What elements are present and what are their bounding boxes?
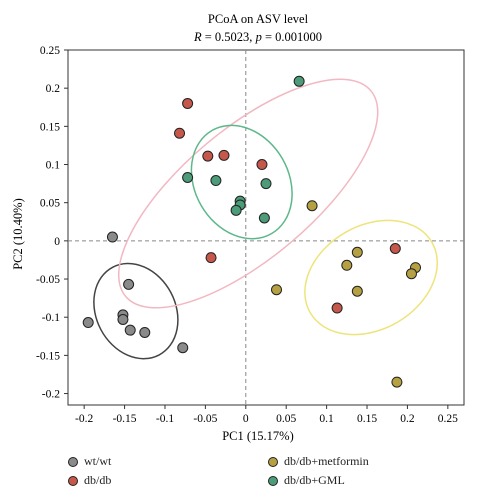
data-point — [405, 268, 417, 280]
legend-swatch-dbdb — [68, 475, 78, 486]
data-point — [391, 376, 403, 388]
legend-swatch-gml — [268, 475, 278, 486]
subtitle-p-text: = 0.001000 — [262, 30, 322, 44]
data-point — [210, 175, 222, 187]
data-point — [123, 278, 135, 290]
x-tick-label: -0.1 — [156, 413, 174, 425]
x-tick-label: 0.15 — [357, 413, 377, 425]
legend-label-wt: wt/wt — [84, 454, 112, 468]
legend-swatch-metformin — [268, 456, 278, 467]
data-point — [351, 246, 363, 258]
x-tick-label: 0.2 — [400, 413, 415, 425]
subtitle-r-text: = 0.5023, — [202, 30, 256, 44]
data-point — [218, 149, 230, 161]
legend-item-wt: wt/wt — [68, 452, 111, 471]
chart-title: PCoA on ASV level — [208, 12, 309, 26]
data-point — [139, 326, 151, 338]
data-point — [331, 302, 343, 314]
x-tick-label: 0.1 — [319, 413, 334, 425]
confidence-ellipse — [93, 262, 179, 360]
subtitle-r-symbol: R — [193, 30, 202, 44]
data-point — [117, 313, 129, 325]
legend-left: wt/wt db/db — [68, 452, 111, 490]
x-tick-label: -0.2 — [75, 413, 93, 425]
data-point — [389, 242, 401, 254]
x-tick-label: 0.05 — [276, 413, 296, 425]
confidence-ellipse — [117, 78, 379, 309]
chart-subtitle: R = 0.5023, p = 0.001000 — [193, 30, 322, 44]
legend-swatch-wt — [68, 456, 78, 467]
data-point — [260, 178, 272, 190]
data-point — [293, 75, 305, 87]
data-point — [202, 150, 214, 162]
data-point — [306, 200, 318, 212]
data-point — [182, 171, 194, 183]
legend-label-metformin: db/db+metformin — [284, 454, 369, 468]
y-tick-label: 0.25 — [40, 45, 60, 57]
y-axis-label: PC2 (10.40%) — [11, 198, 25, 270]
y-tick-label: 0 — [54, 236, 60, 248]
data-point — [177, 342, 189, 354]
data-point — [341, 259, 353, 271]
confidence-ellipse — [190, 124, 293, 240]
y-tick-label: 0.05 — [40, 198, 60, 210]
y-tick-label: -0.15 — [36, 350, 60, 362]
data-point — [256, 159, 268, 171]
legend-item-gml: db/db+GML — [268, 471, 369, 490]
legend-item-metformin: db/db+metformin — [268, 452, 369, 471]
data-point — [230, 204, 242, 216]
x-tick-label: -0.15 — [113, 413, 137, 425]
data-point — [124, 324, 136, 336]
data-point — [271, 284, 283, 296]
x-tick-label: -0.05 — [193, 413, 217, 425]
data-point — [174, 127, 186, 139]
y-tick-label: -0.2 — [42, 389, 60, 401]
x-tick-label: 0 — [243, 413, 249, 425]
y-tick-label: -0.1 — [42, 312, 60, 324]
y-tick-label: 0.15 — [40, 121, 60, 133]
legend-label-dbdb: db/db — [84, 473, 112, 487]
data-point — [82, 317, 94, 329]
legend-item-dbdb: db/db — [68, 471, 111, 490]
y-tick-label: 0.1 — [46, 160, 61, 172]
x-axis-label: PC1 (15.17%) — [222, 429, 294, 443]
data-point — [351, 285, 363, 297]
data-point — [106, 231, 118, 243]
confidence-ellipse — [304, 219, 439, 336]
legend-right: db/db+metformin db/db+GML — [268, 452, 369, 490]
y-tick-label: -0.05 — [36, 274, 60, 286]
data-point — [258, 212, 270, 224]
plot-frame — [67, 49, 465, 406]
subtitle-p-symbol: p — [255, 30, 262, 44]
pcoa-chart: PCoA on ASV level R = 0.5023, p = 0.0010… — [11, 12, 465, 443]
y-tick-label: 0.2 — [46, 83, 61, 95]
x-tick-label: 0.25 — [438, 413, 458, 425]
legend-label-gml: db/db+GML — [284, 473, 345, 487]
data-point — [182, 97, 194, 109]
data-point — [205, 252, 217, 264]
